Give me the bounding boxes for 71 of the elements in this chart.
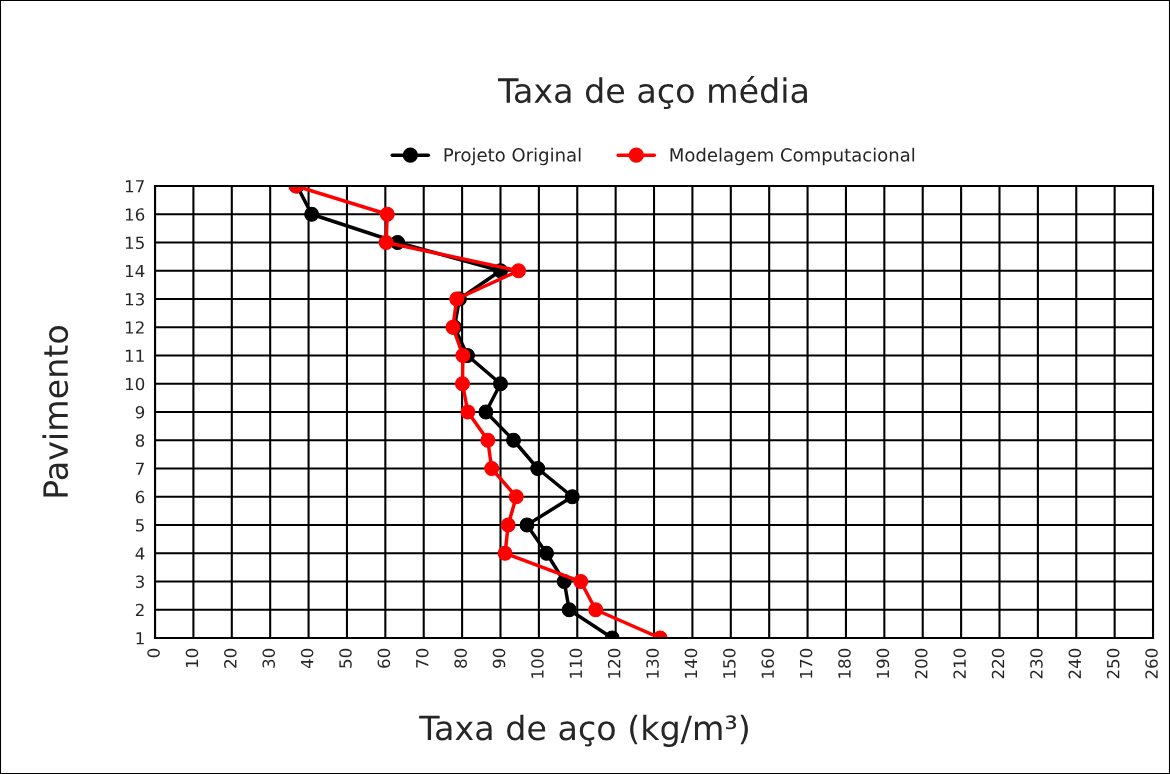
x-tick-label: 50 xyxy=(339,648,352,668)
y-tick-label: 2 xyxy=(135,603,144,617)
point xyxy=(508,489,524,505)
y-tick-label: 11 xyxy=(125,349,144,362)
legend-label: Projeto Original xyxy=(444,147,581,166)
point xyxy=(511,263,526,279)
point xyxy=(573,574,589,589)
x-tick-label: 160 xyxy=(761,648,775,678)
point xyxy=(530,461,546,476)
point xyxy=(519,517,535,533)
point xyxy=(497,545,513,561)
point xyxy=(588,602,604,618)
x-tick-label: 220 xyxy=(991,648,1005,679)
point xyxy=(506,432,521,448)
x-tick-label: 100 xyxy=(531,648,544,678)
point xyxy=(493,376,508,392)
point xyxy=(500,517,516,533)
y-tick-label: 7 xyxy=(136,462,144,475)
y-tick-label: 8 xyxy=(135,434,145,447)
y-tick-label: 9 xyxy=(135,405,145,419)
point xyxy=(478,404,494,420)
point xyxy=(561,602,577,618)
y-tick-label: 5 xyxy=(135,519,144,532)
y-axis-title: Pavimento xyxy=(42,326,69,497)
x-tick-label: 80 xyxy=(454,648,467,668)
point xyxy=(460,404,476,420)
y-tick-label: 4 xyxy=(135,547,145,560)
point xyxy=(455,348,471,363)
point xyxy=(378,235,394,250)
x-tick-label: 120 xyxy=(607,648,621,678)
x-tick-label: 130 xyxy=(646,648,659,678)
x-tick-label: 230 xyxy=(1030,648,1043,679)
x-tick-label: 260 xyxy=(1145,648,1158,679)
y-tick-label: 10 xyxy=(125,377,145,391)
x-tick-label: 190 xyxy=(876,648,890,678)
x-tick-label: 90 xyxy=(492,648,506,668)
legend-label: Modelagem Computacional xyxy=(670,147,915,166)
x-tick-label: 60 xyxy=(377,648,391,668)
x-tick-label: 210 xyxy=(953,648,966,679)
x-tick-label: 40 xyxy=(300,648,314,669)
x-tick-label: 250 xyxy=(1106,648,1120,679)
x-tick-label: 0 xyxy=(147,648,160,658)
y-tick-label: 13 xyxy=(125,292,144,306)
y-tick-label: 6 xyxy=(135,490,145,504)
point xyxy=(539,545,555,561)
x-tick-label: 240 xyxy=(1068,648,1082,679)
x-tick-label: 150 xyxy=(723,648,736,678)
y-tick-label: 12 xyxy=(125,321,144,334)
x-tick-label: 20 xyxy=(224,648,237,668)
x-tick-label: 140 xyxy=(684,648,698,678)
y-tick-label: 16 xyxy=(125,208,145,221)
x-tick-label: 10 xyxy=(185,648,199,668)
x-tick-label: 30 xyxy=(262,648,276,668)
y-tick-label: 3 xyxy=(135,575,144,589)
y-tick-label: 14 xyxy=(125,264,145,278)
x-tick-label: 70 xyxy=(415,648,429,668)
x-axis-title: Taxa de aço (kg/m³) xyxy=(419,714,748,747)
point xyxy=(484,461,500,476)
x-tick-label: 170 xyxy=(799,648,813,678)
point xyxy=(455,376,470,392)
x-tick-label: 200 xyxy=(914,648,928,679)
x-tick-label: 110 xyxy=(569,648,583,678)
x-tick-label: 180 xyxy=(838,648,851,678)
y-tick-label: 17 xyxy=(125,180,144,193)
chart-title: Taxa de aço média xyxy=(497,76,807,110)
point xyxy=(379,206,395,222)
point xyxy=(480,432,496,448)
y-tick-label: 1 xyxy=(136,632,144,645)
point xyxy=(304,206,320,222)
y-tick-label: 15 xyxy=(125,236,144,250)
point xyxy=(564,489,580,505)
